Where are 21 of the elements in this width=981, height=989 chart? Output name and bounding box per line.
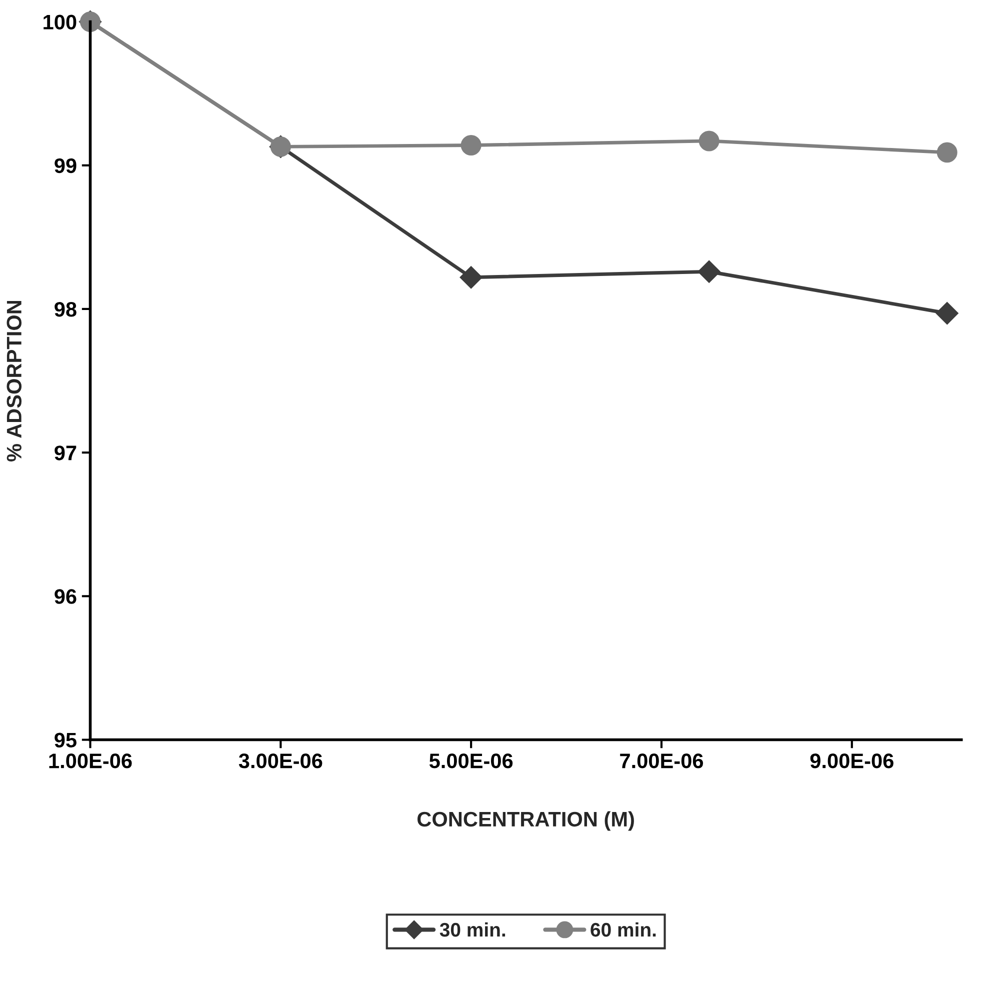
y-tick-label: 96 (54, 589, 76, 604)
x-tick-label: 3.00E-06 (238, 754, 322, 768)
point (460, 266, 482, 289)
y-axis-title: % ADSORPTION (6, 300, 22, 462)
y-tick-label: 95 (54, 732, 76, 748)
point (936, 142, 958, 163)
point (698, 130, 720, 152)
x-tick-label: 7.00E-06 (620, 754, 704, 768)
y-tick-label: 99 (54, 158, 76, 174)
x-tick-label: 5.00E-06 (429, 754, 513, 768)
x-tick-label: 9.00E-06 (810, 754, 894, 768)
y-tick-label: 98 (54, 302, 76, 317)
point (936, 302, 958, 325)
x-tick-label: 1.00E-06 (49, 754, 132, 768)
x-axis-title: CONCENTRATION (M) (418, 811, 634, 831)
y-tick-label: 97 (54, 446, 76, 460)
point (460, 135, 482, 156)
y-tick-label: 100 (44, 14, 76, 30)
point (698, 260, 720, 283)
legend-label: 60 min. (590, 922, 656, 937)
legend-label: 30 min. (440, 922, 506, 937)
